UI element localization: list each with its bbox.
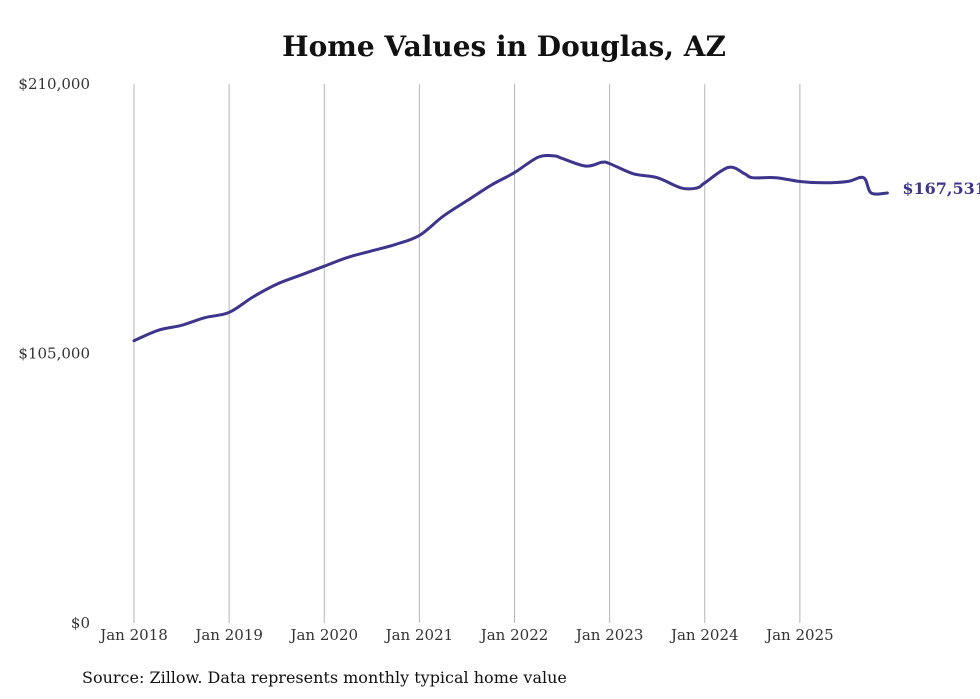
x-tick-label: Jan 2019 [193, 626, 263, 644]
grid-layer [133, 84, 801, 623]
chart-title: Home Values in Douglas, AZ [282, 30, 726, 63]
series-line-0 [132, 153, 889, 343]
y-tick-label: $210,000 [18, 75, 90, 93]
x-tick-label: Jan 2018 [98, 626, 168, 644]
series-layer: $167,531 [132, 153, 980, 343]
y-tick-label: $0 [71, 614, 90, 632]
x-tick-label: Jan 2022 [479, 626, 549, 644]
x-axis-ticks: Jan 2018 Jan 2019 Jan 2020 Jan 2021 Jan 2022… [98, 626, 833, 644]
x-tick-label: Jan 2020 [288, 626, 358, 644]
source-note: Source: Zillow. Data represents monthly … [82, 668, 567, 687]
y-tick-label: $105,000 [18, 345, 90, 363]
x-tick-label: Jan 2021 [384, 626, 454, 644]
x-tick-label: Jan 2024 [669, 626, 739, 644]
x-tick-label: Jan 2025 [764, 626, 834, 644]
y-axis-ticks: $0 $105,000 $210,000 [18, 75, 90, 632]
end-value-label: $167,531 [902, 179, 980, 198]
x-tick-label: Jan 2023 [574, 626, 644, 644]
